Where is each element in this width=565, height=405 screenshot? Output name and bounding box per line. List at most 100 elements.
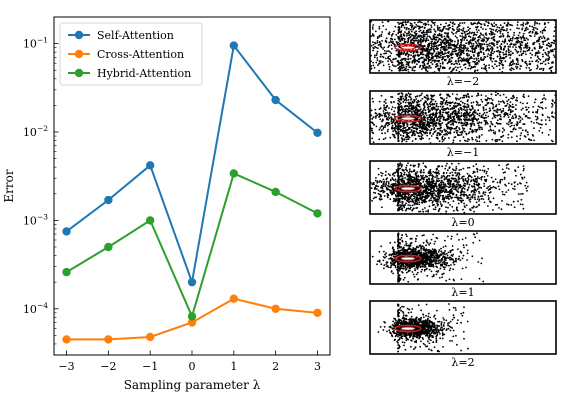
scatter-point — [550, 69, 553, 72]
scatter-point — [390, 190, 393, 192]
scatter-point — [458, 102, 460, 105]
scatter-point — [498, 40, 501, 42]
scatter-point — [376, 36, 379, 38]
scatter-point — [518, 115, 521, 118]
scatter-point — [371, 131, 374, 134]
scatter-point — [420, 135, 423, 138]
scatter-point — [439, 62, 442, 65]
scatter-point — [400, 98, 403, 101]
scatter-point — [501, 26, 504, 29]
scatter-point — [515, 67, 518, 70]
scatter-point — [551, 41, 554, 44]
scatter-point — [560, 43, 562, 45]
scatter-point — [376, 180, 379, 183]
scatter-point — [463, 105, 466, 108]
scatter-point — [404, 126, 407, 129]
scatter-point — [448, 58, 451, 60]
scatter-point — [366, 36, 368, 38]
scatter-point — [456, 206, 458, 209]
scatter-point — [511, 106, 514, 109]
scatter-point — [519, 36, 522, 38]
scatter-point — [526, 42, 529, 44]
scatter-point — [428, 180, 431, 183]
scatter-point — [403, 171, 406, 174]
scatter-point — [493, 81, 495, 83]
scatter-point — [509, 43, 512, 46]
scatter-point — [474, 8, 476, 10]
scatter-point — [418, 30, 421, 33]
scatter-point — [449, 115, 452, 117]
scatter-point — [465, 132, 468, 135]
scatter-point — [428, 205, 431, 208]
scatter-point — [411, 67, 414, 70]
scatter-point — [425, 197, 428, 200]
scatter-point — [461, 35, 464, 37]
scatter-point — [434, 130, 437, 132]
scatter-point — [403, 51, 406, 53]
scatter-point — [407, 136, 410, 138]
scatter-point — [482, 106, 485, 108]
scatter-point — [481, 128, 483, 131]
density-contour-inner — [400, 116, 416, 121]
scatter-point — [480, 39, 483, 42]
scatter-point — [561, 64, 563, 66]
scatter-point — [462, 94, 465, 97]
scatter-point — [517, 166, 520, 169]
scatter-point — [471, 51, 474, 54]
scatter-point — [457, 162, 460, 165]
scatter-point — [430, 199, 432, 202]
scatter-point — [558, 37, 560, 39]
scatter-point — [436, 119, 438, 122]
scatter-point — [420, 34, 422, 37]
scatter-point — [415, 98, 418, 100]
scatter-point — [561, 24, 563, 26]
scatter-point — [466, 172, 469, 175]
scatter-point — [360, 114, 362, 116]
scatter-point — [407, 138, 410, 141]
scatter-point — [465, 106, 468, 109]
scatter-point — [456, 130, 459, 132]
scatter-point — [490, 28, 493, 31]
scatter-point — [536, 117, 539, 120]
panel-frame — [369, 19, 557, 74]
x-tick-label: −1 — [142, 360, 158, 373]
scatter-point — [492, 29, 495, 31]
scatter-point — [478, 114, 481, 117]
scatter-point — [526, 131, 529, 134]
scatter-point — [449, 204, 451, 206]
scatter-point — [531, 54, 533, 56]
scatter-point — [455, 45, 457, 48]
scatter-point — [422, 39, 425, 41]
scatter-point — [381, 172, 384, 175]
scatter-point — [359, 36, 361, 38]
scatter-point — [478, 22, 481, 25]
scatter-point — [387, 116, 390, 118]
scatter-point — [480, 187, 483, 189]
scatter-point — [545, 44, 548, 46]
scatter-point — [474, 109, 476, 111]
scatter-point — [320, 38, 322, 40]
scatter-point — [483, 63, 486, 66]
scatter-point — [542, 53, 544, 56]
scatter-point — [511, 97, 514, 100]
scatter-point — [475, 130, 477, 133]
scatter-point — [392, 130, 395, 133]
scatter-point — [418, 27, 421, 30]
scatter-point — [378, 116, 380, 118]
scatter-point — [521, 193, 524, 195]
scatter-point — [537, 52, 539, 54]
scatter-point — [411, 131, 413, 133]
scatter-point — [458, 173, 461, 176]
scatter-point — [515, 40, 518, 43]
scatter-point — [441, 30, 443, 33]
scatter-point — [421, 40, 424, 43]
scatter-point — [457, 66, 459, 69]
scatter-point — [484, 56, 487, 59]
scatter-point — [492, 52, 494, 55]
scatter-point — [435, 54, 438, 57]
scatter-point — [462, 122, 464, 124]
scatter-point — [558, 112, 560, 114]
scatter-point — [378, 63, 380, 65]
scatter-point — [380, 94, 383, 97]
